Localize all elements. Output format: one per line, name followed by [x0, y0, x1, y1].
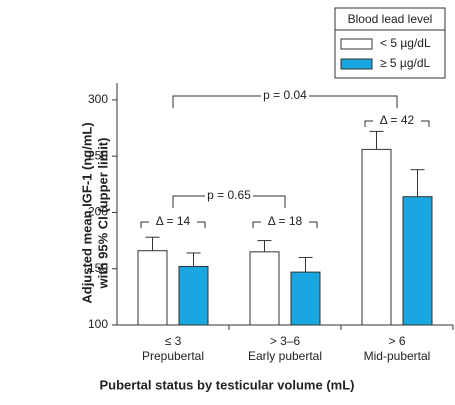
legend-title: Blood lead level	[348, 12, 433, 26]
x-tick-sublabel: Early pubertal	[248, 349, 322, 363]
bracket	[172, 95, 398, 108]
legend-label: < 5 µg/dL	[380, 36, 431, 50]
bar	[249, 251, 280, 326]
y-tick-label: 250	[88, 148, 108, 162]
bracket	[140, 221, 206, 228]
bracket	[364, 120, 430, 127]
bar	[290, 271, 321, 326]
y-axis-label: with 95% CI (upper limit)	[95, 138, 110, 290]
annotation: Δ = 42	[380, 113, 415, 127]
annotation: p = 0.65	[207, 188, 251, 202]
y-tick-label: 300	[88, 92, 108, 106]
annotation: Δ = 18	[268, 214, 303, 228]
y-tick-label: 100	[88, 317, 108, 331]
legend-swatch	[340, 58, 373, 70]
y-tick-label: 150	[88, 261, 108, 275]
x-tick-sublabel: Prepubertal	[142, 349, 204, 363]
y-tick-label: 200	[88, 205, 108, 219]
annotation: p = 0.04	[263, 88, 307, 102]
bracket	[252, 221, 318, 228]
x-tick-label: ≤ 3	[165, 334, 182, 348]
legend-label: ≥ 5 µg/dL	[380, 56, 431, 70]
legend-swatch	[340, 38, 373, 50]
bar	[137, 250, 168, 326]
x-tick-sublabel: Mid-pubertal	[364, 349, 431, 363]
bar	[361, 148, 392, 326]
x-tick-label: > 6	[388, 334, 405, 348]
annotation: Δ = 14	[156, 214, 191, 228]
x-axis-label: Pubertal status by testicular volume (mL…	[99, 377, 354, 392]
bar	[178, 265, 209, 326]
y-axis-label: Adjusted mean IGF-1 (ng/mL)	[79, 122, 94, 303]
bar	[402, 196, 433, 326]
bracket	[172, 195, 286, 208]
x-tick-label: > 3–6	[270, 334, 301, 348]
